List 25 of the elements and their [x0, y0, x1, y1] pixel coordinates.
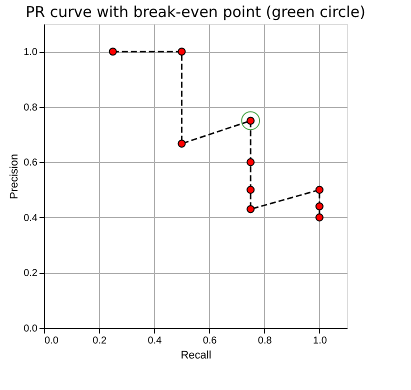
y-tick-label: 1.0 — [24, 47, 38, 58]
x-tick-label: 0.6 — [202, 336, 218, 346]
y-tick-label: 0.2 — [24, 268, 38, 280]
point — [315, 186, 324, 194]
x-tick-label: 0.2 — [92, 336, 107, 346]
point — [178, 48, 186, 56]
x-tick-label: 0.8 — [258, 336, 272, 346]
point — [246, 158, 255, 166]
x-tick-label: 0.4 — [148, 336, 162, 346]
x-tick-label: 1.0 — [313, 336, 328, 346]
point — [241, 111, 260, 130]
point — [246, 186, 255, 194]
y-tick-label: 0.0 — [24, 324, 38, 334]
y-tick-label: 0.8 — [24, 102, 38, 114]
point — [315, 202, 324, 210]
x-tick-label: 0.0 — [44, 336, 59, 346]
chart-title: PR curve with break-even point (green circle) — [26, 3, 366, 21]
point — [246, 205, 255, 214]
y-tick-label: 0.6 — [24, 158, 38, 169]
point — [178, 140, 186, 148]
point — [108, 48, 117, 56]
y-axis-title: Precision — [8, 154, 21, 200]
point — [315, 213, 324, 222]
y-tick-label: 0.4 — [24, 212, 38, 224]
x-axis-title: Recall — [180, 350, 212, 362]
